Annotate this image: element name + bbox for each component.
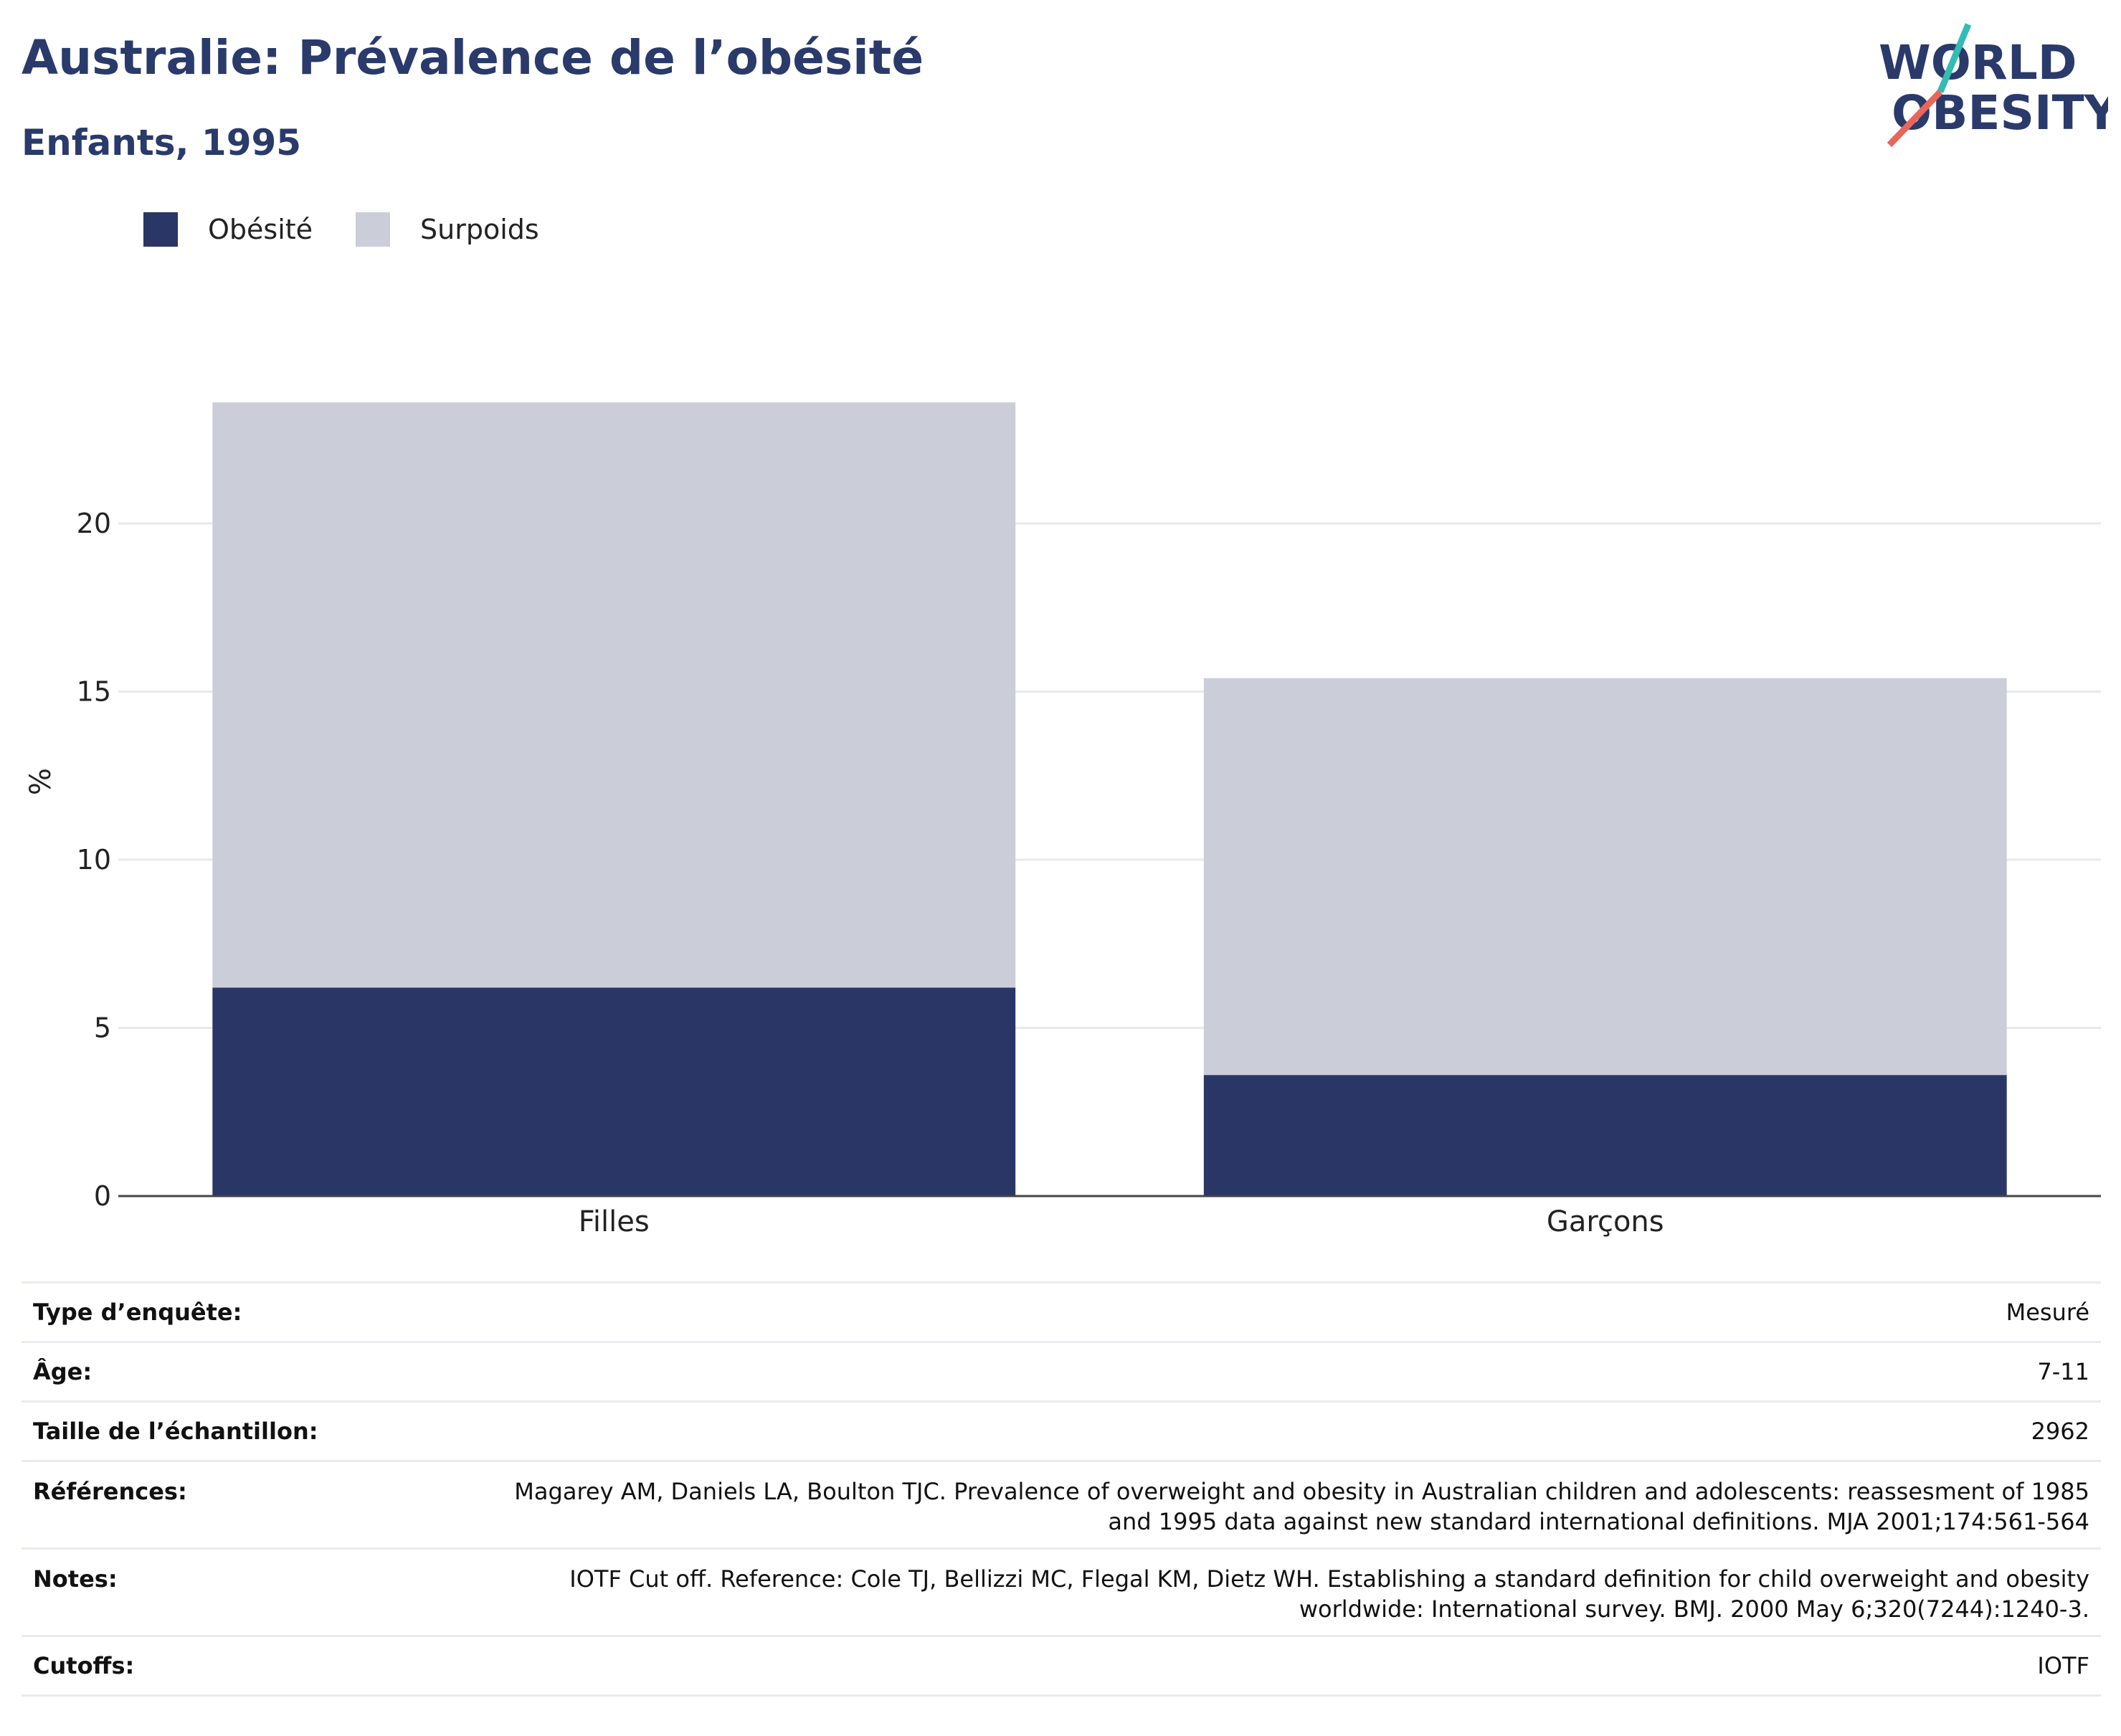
info-label: Cutoffs: xyxy=(22,1635,466,1697)
info-row-survey-type: Type d’enquête: Mesuré xyxy=(22,1281,2101,1342)
world-obesity-logo: WORLD OBESITY xyxy=(1879,23,2108,148)
info-row-references: Références: Magarey AM, Daniels LA, Boul… xyxy=(22,1460,2101,1549)
y-tick-label: 10 xyxy=(77,844,111,876)
chart-title: Australie: Prévalence de l’obésité xyxy=(22,30,924,85)
bar-surpoids-1 xyxy=(1203,678,2007,1076)
y-tick-label: 20 xyxy=(77,508,111,539)
legend-label-overweight: Surpoids xyxy=(420,214,539,245)
y-tick-label: 15 xyxy=(77,676,111,708)
svg-text:OBESITY: OBESITY xyxy=(1892,85,2108,141)
info-value: 7-11 xyxy=(466,1341,2101,1402)
legend-item-obesity: Obésité xyxy=(143,212,313,247)
y-tick-label: 0 xyxy=(94,1180,111,1212)
info-value: IOTF Cut off. Reference: Cole TJ, Belliz… xyxy=(466,1547,2101,1636)
info-label: Âge: xyxy=(22,1341,466,1402)
info-value: 2962 xyxy=(466,1400,2101,1461)
info-value: IOTF xyxy=(466,1635,2101,1697)
info-row-cutoffs: Cutoffs: IOTF xyxy=(22,1635,2101,1697)
info-row-age: Âge: 7-11 xyxy=(22,1341,2101,1402)
legend-swatch-overweight xyxy=(356,212,391,247)
info-label: Notes: xyxy=(22,1547,466,1636)
chart-subtitle: Enfants, 1995 xyxy=(22,122,302,163)
info-row-sample-size: Taille de l’échantillon: 2962 xyxy=(22,1400,2101,1461)
chart-legend: Obésité Surpoids xyxy=(143,212,582,247)
bar-surpoids-0 xyxy=(212,402,1016,988)
x-tick-label: Filles xyxy=(579,1205,650,1238)
info-label: Taille de l’échantillon: xyxy=(22,1400,466,1461)
bar-chart: 0 5 10 15 20% Filles Garçons xyxy=(24,402,2101,1238)
bar-obsit-0 xyxy=(212,987,1016,1196)
legend-item-overweight: Surpoids xyxy=(356,212,539,247)
legend-label-obesity: Obésité xyxy=(208,214,313,245)
survey-info-table: Type d’enquête: Mesuré Âge: 7-11 Taille … xyxy=(22,1281,2101,1697)
info-row-notes: Notes: IOTF Cut off. Reference: Cole TJ,… xyxy=(22,1547,2101,1636)
y-tick-label: 5 xyxy=(94,1012,111,1044)
info-label: Type d’enquête: xyxy=(22,1281,466,1342)
info-value: Mesuré xyxy=(466,1281,2101,1342)
x-tick-label: Garçons xyxy=(1547,1205,1664,1238)
y-axis-label: % xyxy=(24,768,57,795)
svg-text:WORLD: WORLD xyxy=(1879,35,2077,90)
legend-swatch-obesity xyxy=(143,212,178,247)
info-label: Références: xyxy=(22,1460,466,1549)
info-value: Magarey AM, Daniels LA, Boulton TJC. Pre… xyxy=(466,1460,2101,1549)
bar-obsit-1 xyxy=(1203,1075,2007,1196)
